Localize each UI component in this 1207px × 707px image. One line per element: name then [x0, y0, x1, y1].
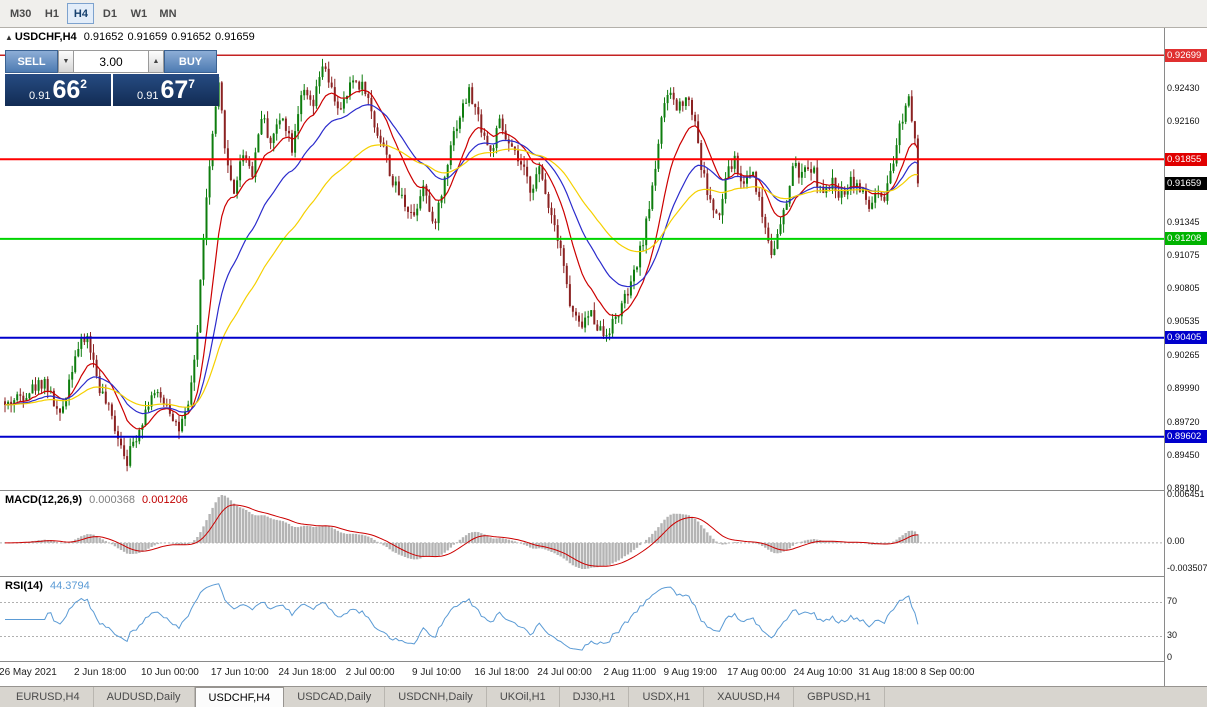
buy-price-big: 67 — [160, 76, 189, 104]
time-axis-label: 24 Aug 10:00 — [793, 667, 853, 678]
price-level-badge: 0.91855 — [1165, 152, 1207, 166]
price-axis[interactable]: 0.92430 0.92160 0.91345 0.91075 0.90805 0.905… — [1164, 28, 1207, 686]
time-axis-label: 10 Jun 00:00 — [141, 667, 199, 678]
price-axis-tick: 0.91345 — [1167, 216, 1200, 227]
macd-title: MACD(12,26,9) — [5, 494, 83, 506]
rsi-value: 44.3794 — [49, 580, 90, 592]
timeframe-button-h4[interactable]: H4 — [67, 3, 95, 24]
rsi-title: RSI(14) — [5, 580, 43, 592]
time-axis-label: 24 Jul 00:00 — [537, 667, 592, 678]
price-axis-tick: 0.90535 — [1167, 316, 1200, 327]
macd-axis-max: 0.006451 — [1167, 488, 1205, 499]
buy-button[interactable]: BUY — [164, 50, 217, 73]
timeframe-toolbar: M30 H1 H4 D1 W1 MN — [0, 0, 1207, 28]
time-axis-label: 2 Jul 00:00 — [345, 667, 395, 678]
macd-axis-min: -0.003507 — [1167, 562, 1207, 573]
chart-panels: ▲ USDCHF,H4 0.91652 0.91659 0.91652 0.91659 … — [0, 28, 1164, 686]
buy-price-prefix: 0.91 — [137, 90, 159, 102]
sell-price-pip: 2 — [80, 77, 87, 91]
chart-ohlc-header: ▲ USDCHF,H4 0.91652 0.91659 0.91652 0.91659 — [5, 31, 259, 43]
chart-tab-bar: EURUSD,H4 AUDUSD,Daily USDCHF,H4 USDCAD,Dai… — [0, 686, 1207, 707]
time-axis-label: 24 Jun 18:00 — [278, 667, 337, 678]
macd-signal-value: 0.001206 — [142, 494, 188, 506]
sell-price-prefix: 0.91 — [29, 90, 51, 102]
chart-tab-ukoil-h1[interactable]: UKOil,H1 — [487, 687, 560, 707]
ohlc-low: 0.91652 — [171, 31, 212, 43]
buy-price-display[interactable]: 0.91 67 7 — [113, 74, 219, 106]
chart-tab-xauusd-h4[interactable]: XAUUSD,H4 — [704, 687, 795, 707]
macd-value: 0.000368 — [89, 494, 135, 506]
price-panel[interactable]: ▲ USDCHF,H4 0.91652 0.91659 0.91652 0.91659 … — [0, 28, 1164, 490]
rsi-panel[interactable]: RSI(14) 44.3794 — [0, 576, 1164, 661]
sell-price-display[interactable]: 0.91 66 2 — [5, 74, 111, 106]
price-axis-tick: 0.89450 — [1167, 450, 1200, 460]
collapse-chart-icon[interactable]: ▲ — [5, 33, 13, 42]
price-axis-tick: 0.89180 — [1167, 483, 1200, 494]
ohlc-open: 0.91652 — [83, 31, 124, 43]
price-chart-canvas[interactable] — [0, 28, 1164, 490]
chart-tab-usdcad-daily[interactable]: USDCAD,Daily — [284, 687, 386, 707]
sell-price-big: 66 — [52, 76, 81, 104]
rsi-axis-70: 70 — [1167, 596, 1178, 606]
time-axis-label: 9 Aug 19:00 — [663, 667, 717, 678]
time-axis-label: 2 Aug 11:00 — [603, 667, 657, 678]
macd-chart-canvas[interactable] — [0, 491, 1164, 576]
chart-region: ▲ USDCHF,H4 0.91652 0.91659 0.91652 0.91659 … — [0, 28, 1207, 686]
price-axis-tick: 0.89990 — [1167, 383, 1200, 394]
macd-axis-zero: 0.00 — [1167, 536, 1185, 547]
time-axis-label: 26 May 2021 — [0, 667, 57, 678]
timeframe-button-w1[interactable]: W1 — [125, 3, 152, 24]
price-axis-tick: 0.91075 — [1167, 249, 1200, 260]
ohlc-high: 0.91659 — [127, 31, 168, 43]
price-axis-tick: 0.90265 — [1167, 349, 1200, 360]
rsi-axis-0: 0 — [1167, 651, 1173, 662]
symbol-period-label: USDCHF,H4 — [14, 31, 77, 43]
time-axis-label: 9 Jul 10:00 — [412, 667, 461, 678]
volume-input[interactable]: 3.00 — [74, 50, 148, 73]
time-axis-label: 17 Jun 10:00 — [210, 667, 269, 678]
timeframe-button-h1[interactable]: H1 — [38, 3, 65, 24]
volume-increase-button[interactable]: ▲ — [148, 50, 164, 73]
price-axis-tick: 0.89720 — [1167, 416, 1200, 427]
time-axis-label: 16 Jul 18:00 — [474, 667, 529, 678]
macd-header: MACD(12,26,9) 0.000368 0.001206 — [5, 494, 192, 506]
current-price-badge: 0.91659 — [1165, 176, 1207, 190]
one-click-trading-panel: SELL ▼ 3.00 ▲ BUY 0.91 66 2 0.91 67 7 — [5, 50, 219, 106]
price-level-badge: 0.90405 — [1165, 331, 1207, 345]
macd-panel[interactable]: MACD(12,26,9) 0.000368 0.001206 — [0, 490, 1164, 576]
chart-tab-usdx-h1[interactable]: USDX,H1 — [629, 687, 705, 707]
rsi-axis-30: 30 — [1167, 630, 1178, 640]
buy-price-pip: 7 — [188, 77, 195, 91]
price-level-badge: 0.91208 — [1165, 232, 1207, 246]
rsi-header: RSI(14) 44.3794 — [5, 580, 94, 592]
time-axis-label: 8 Sep 00:00 — [920, 667, 975, 678]
chart-tab-audusd-daily[interactable]: AUDUSD,Daily — [94, 687, 195, 707]
time-axis[interactable]: 26 May 2021 2 Jun 18:00 10 Jun 00:00 17 Jun… — [0, 661, 1164, 686]
chart-tab-dj30-h1[interactable]: DJ30,H1 — [560, 687, 630, 707]
volume-decrease-button[interactable]: ▼ — [58, 50, 74, 73]
price-level-badge: 0.89602 — [1165, 430, 1207, 444]
price-level-badge: 0.92699 — [1165, 48, 1207, 62]
time-axis-label: 2 Jun 18:00 — [73, 667, 127, 678]
timeframe-button-m30[interactable]: M30 — [5, 3, 36, 24]
time-axis-label: 31 Aug 18:00 — [858, 667, 918, 678]
price-axis-tick: 0.90805 — [1167, 283, 1200, 294]
timeframe-button-mn[interactable]: MN — [154, 3, 181, 24]
chart-tab-gbpusd-h1[interactable]: GBPUSD,H1 — [794, 687, 885, 707]
price-axis-tick: 0.92160 — [1167, 116, 1200, 127]
time-axis-label: 17 Aug 00:00 — [727, 667, 787, 678]
chart-tab-usdchf-h4[interactable]: USDCHF,H4 — [194, 687, 285, 707]
sell-button[interactable]: SELL — [5, 50, 58, 73]
rsi-chart-canvas[interactable] — [0, 577, 1164, 661]
ohlc-close: 0.91659 — [215, 31, 255, 43]
price-axis-tick: 0.92430 — [1167, 82, 1200, 93]
timeframe-button-d1[interactable]: D1 — [96, 3, 123, 24]
chart-tab-usdcnh-daily[interactable]: USDCNH,Daily — [385, 687, 487, 707]
chart-tab-eurusd-h4[interactable]: EURUSD,H4 — [3, 687, 94, 707]
